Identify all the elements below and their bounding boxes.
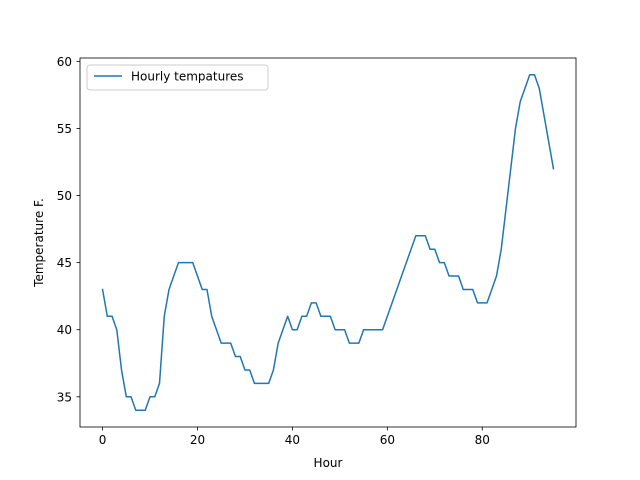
y-tick-label: 60 [57, 55, 72, 69]
x-axis-ticks: 0 20 40 60 80 [99, 427, 490, 447]
series-line [101, 74, 555, 411]
legend: Hourly tempatures [86, 64, 269, 91]
x-tick-label: 60 [380, 433, 395, 447]
legend-label: Hourly tempatures [131, 70, 244, 84]
y-tick-label: 45 [57, 256, 72, 270]
x-axis-label: Hour [314, 456, 343, 470]
y-axis-label: Temperature F. [32, 198, 46, 288]
axes-frame [79, 57, 577, 428]
x-tick-label: 0 [99, 433, 107, 447]
x-tick-label: 40 [285, 433, 300, 447]
plot-area [101, 74, 555, 411]
x-tick-label: 20 [190, 433, 205, 447]
y-axis-ticks: 35 40 45 50 55 60 [57, 55, 80, 404]
y-tick-label: 35 [57, 390, 72, 404]
legend-box [86, 64, 269, 91]
y-tick-label: 55 [57, 122, 72, 136]
y-tick-label: 50 [57, 189, 72, 203]
x-tick-label: 80 [475, 433, 490, 447]
y-tick-label: 40 [57, 323, 72, 337]
